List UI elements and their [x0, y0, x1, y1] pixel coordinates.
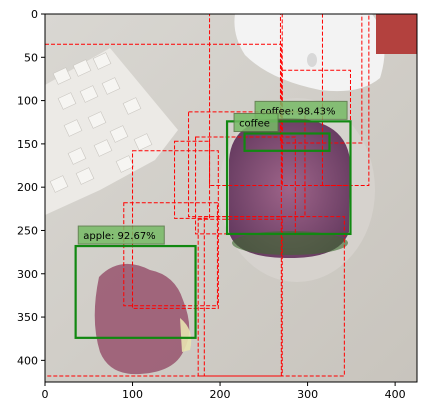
detection-label: coffee: [239, 118, 270, 129]
apple-mask: [94, 263, 190, 375]
detection-tag: [233, 112, 279, 132]
proposal-boxes: [45, 14, 370, 377]
y-tick-label: 350: [17, 311, 38, 324]
coffee-mask: [229, 118, 350, 258]
x-tick-label: 0: [42, 388, 49, 401]
x-tick-label: 200: [210, 388, 231, 401]
detection-box: [225, 120, 352, 236]
mouse-shape: [234, 14, 385, 92]
photo: [45, 14, 417, 382]
y-tick-label: 400: [17, 354, 38, 367]
proposal-box: [281, 69, 351, 186]
proposal-box: [203, 216, 345, 377]
proposal-box: [174, 140, 211, 219]
x-tick-label: 300: [297, 388, 318, 401]
x-axis-ticks: 0 100 200 300 400: [42, 382, 406, 401]
proposal-box: [321, 14, 370, 186]
y-tick-label: 300: [17, 268, 38, 281]
proposal-box: [132, 150, 219, 309]
y-axis-ticks: 0 50 100 150 200 250 300 350 400: [17, 8, 45, 367]
detection-label: coffee: 98.43%: [260, 106, 336, 117]
y-tick-label: 50: [24, 51, 38, 64]
detection-label: apple: 92.67%: [83, 231, 155, 242]
detection-box: [74, 244, 197, 339]
y-tick-label: 100: [17, 95, 38, 108]
detection-boxes: apple: 92.67% coffee: 98.43%coffee: [74, 100, 352, 339]
y-tick-label: 200: [17, 181, 38, 194]
y-tick-label: 150: [17, 138, 38, 151]
proposal-box: [45, 43, 282, 377]
y-tick-label: 250: [17, 224, 38, 237]
x-tick-label: 100: [122, 388, 143, 401]
detection-tag: [77, 225, 165, 245]
keyboard-keys: [49, 52, 153, 193]
y-tick-label: 0: [31, 8, 38, 21]
axes-frame: [44, 13, 418, 383]
x-tick-label: 400: [385, 388, 406, 401]
proposal-box: [123, 202, 218, 307]
proposal-box: [279, 14, 363, 144]
detection-box: [243, 132, 331, 152]
